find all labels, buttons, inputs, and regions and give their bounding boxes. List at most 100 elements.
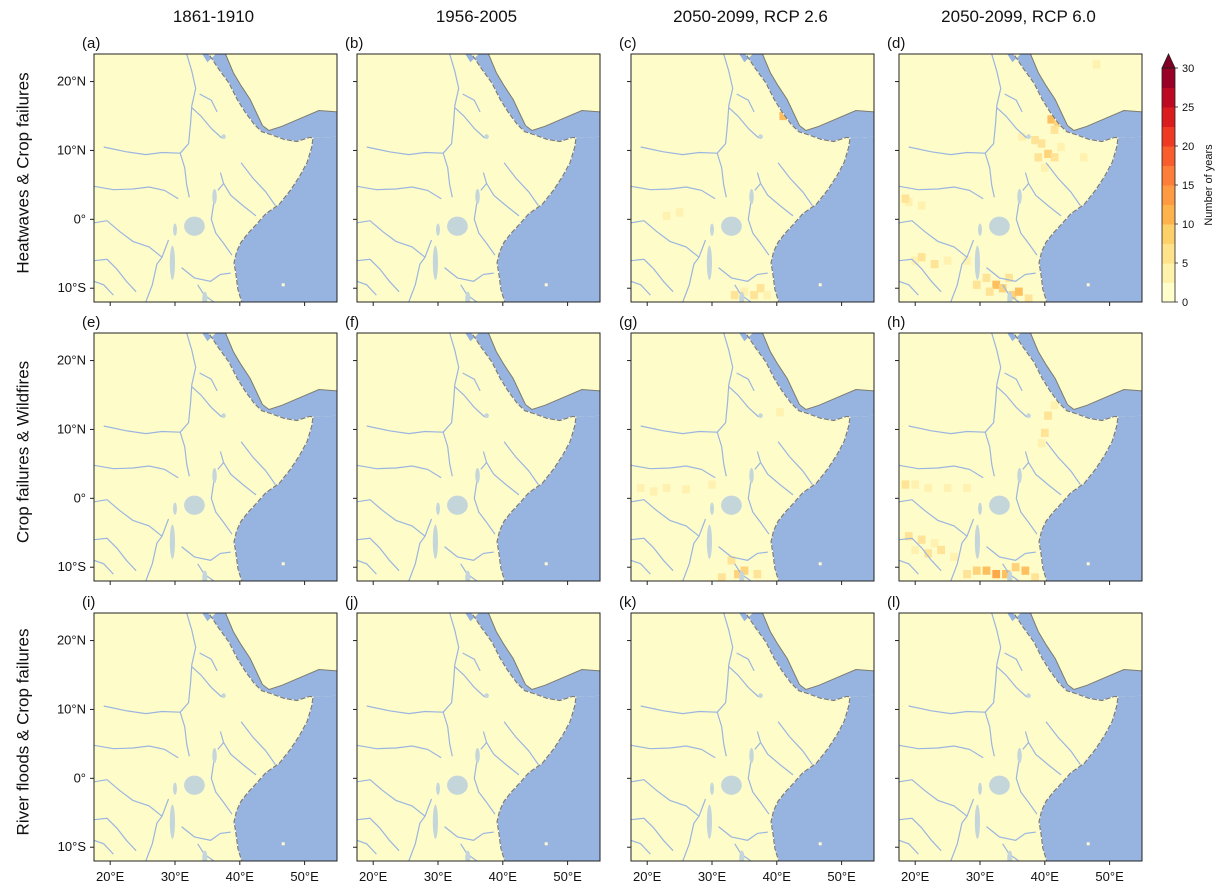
arabian-coastline	[1030, 333, 1142, 411]
hotspot-cell	[924, 549, 933, 558]
lake	[1026, 134, 1031, 140]
river	[357, 220, 426, 258]
hotspot-cell	[943, 256, 952, 265]
panel-label: (e)	[82, 314, 100, 331]
lake	[212, 189, 217, 205]
panel-frame	[630, 53, 875, 303]
river	[754, 172, 762, 191]
river	[899, 779, 968, 817]
red-sea	[193, 613, 263, 691]
river	[899, 258, 942, 293]
indian-ocean	[771, 415, 874, 581]
hotspot-cell	[756, 284, 765, 293]
hotspot-cell	[904, 532, 913, 541]
river	[191, 666, 223, 698]
river	[366, 705, 444, 715]
colorbar-tick-label: 0	[1182, 297, 1188, 309]
river	[908, 425, 986, 435]
river	[984, 333, 1002, 477]
map-panel: (c)	[619, 35, 875, 306]
river	[442, 54, 460, 198]
river	[357, 499, 426, 537]
arabian-coastline	[225, 54, 337, 132]
island	[281, 842, 285, 846]
lake	[202, 850, 208, 861]
gulf-of-aden	[524, 389, 600, 421]
river	[1022, 451, 1030, 470]
map-panel: (d)	[887, 35, 1143, 306]
coastline-dash	[471, 613, 577, 861]
colorbar-label: Number of years	[1203, 144, 1215, 226]
colorbar-segment	[1162, 165, 1175, 186]
river	[94, 499, 163, 537]
lake	[721, 775, 742, 795]
river	[444, 546, 494, 561]
panel-frame	[630, 612, 875, 862]
river	[366, 425, 444, 435]
map-panel: (h)	[887, 314, 1143, 585]
river	[503, 441, 539, 485]
river	[486, 183, 520, 217]
column-title: 2050-2099, RCP 2.6	[673, 7, 828, 26]
hotspot-cell	[972, 566, 981, 575]
hotspot-cell	[750, 290, 759, 300]
hotspot-cell	[901, 480, 910, 489]
lake	[173, 782, 177, 795]
hotspot-cell	[1044, 149, 1052, 159]
map-panel: (j) 20°E 30°E 40°E 50°E	[345, 594, 601, 884]
coastline-dash	[208, 54, 314, 302]
gulf-of-aden	[524, 110, 600, 142]
colorbar-tick-label: 20	[1182, 141, 1194, 153]
hotspot-cell	[992, 569, 1001, 579]
lon-tick-label: 20°E	[901, 869, 930, 884]
colorbar: 0 5 10 15 20 25 30 Number of years	[1161, 53, 1215, 309]
lake	[1007, 850, 1013, 861]
hotspot-cell	[727, 556, 736, 565]
lake	[475, 748, 480, 764]
river	[716, 613, 734, 757]
colorbar-segment	[1162, 263, 1175, 283]
island	[818, 842, 822, 846]
lake	[447, 216, 468, 236]
river	[94, 220, 163, 258]
indian-ocean	[234, 415, 337, 581]
arabian-coastline	[762, 54, 874, 132]
river	[908, 705, 986, 715]
map-panel: (e) 20°N 10°N 0° 10°S	[57, 314, 338, 585]
hotspot-cell	[901, 194, 910, 203]
lake	[169, 524, 175, 559]
colorbar-tick-label: 25	[1182, 102, 1194, 114]
lake	[221, 134, 226, 140]
river	[1022, 172, 1030, 191]
river	[179, 613, 197, 757]
map-panel: (b)	[345, 35, 601, 306]
arabian-coastline	[488, 333, 600, 411]
river	[747, 202, 770, 256]
river	[94, 185, 179, 200]
red-sea	[998, 613, 1068, 691]
lon-tick-label: 20°E	[96, 869, 125, 884]
lon-tick-label: 20°E	[359, 869, 388, 884]
river	[736, 652, 755, 672]
lake	[974, 245, 980, 280]
river	[950, 239, 975, 302]
river	[1028, 462, 1062, 496]
lake	[1026, 413, 1031, 419]
red-sea	[456, 613, 526, 691]
hotspot-cell	[1079, 153, 1088, 162]
lake	[484, 134, 489, 140]
river	[444, 267, 494, 282]
island	[281, 562, 285, 566]
panel-label: (l)	[887, 594, 900, 611]
hotspot-cell	[937, 545, 946, 555]
colorbar-segment	[1162, 224, 1175, 244]
lake	[436, 782, 440, 795]
hotspot-cell	[1040, 163, 1049, 172]
hotspot-cell	[649, 487, 658, 496]
coastline-dash	[471, 54, 577, 302]
lake	[173, 502, 177, 515]
island	[281, 283, 285, 287]
lake	[706, 804, 712, 839]
lake	[758, 413, 763, 419]
hotspot-cell	[708, 480, 716, 489]
